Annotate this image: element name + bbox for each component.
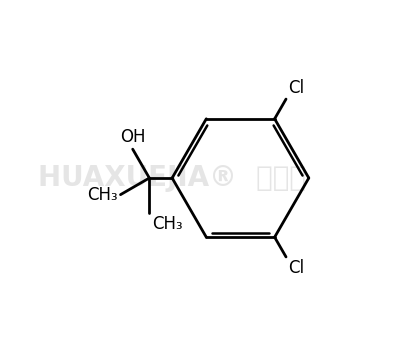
Text: HUAXUEJIA®  化学加: HUAXUEJIA® 化学加 xyxy=(38,164,306,192)
Text: Cl: Cl xyxy=(288,259,304,277)
Text: CH₃: CH₃ xyxy=(152,215,183,233)
Text: CH₃: CH₃ xyxy=(87,185,118,204)
Text: OH: OH xyxy=(120,129,146,146)
Text: Cl: Cl xyxy=(288,79,304,97)
